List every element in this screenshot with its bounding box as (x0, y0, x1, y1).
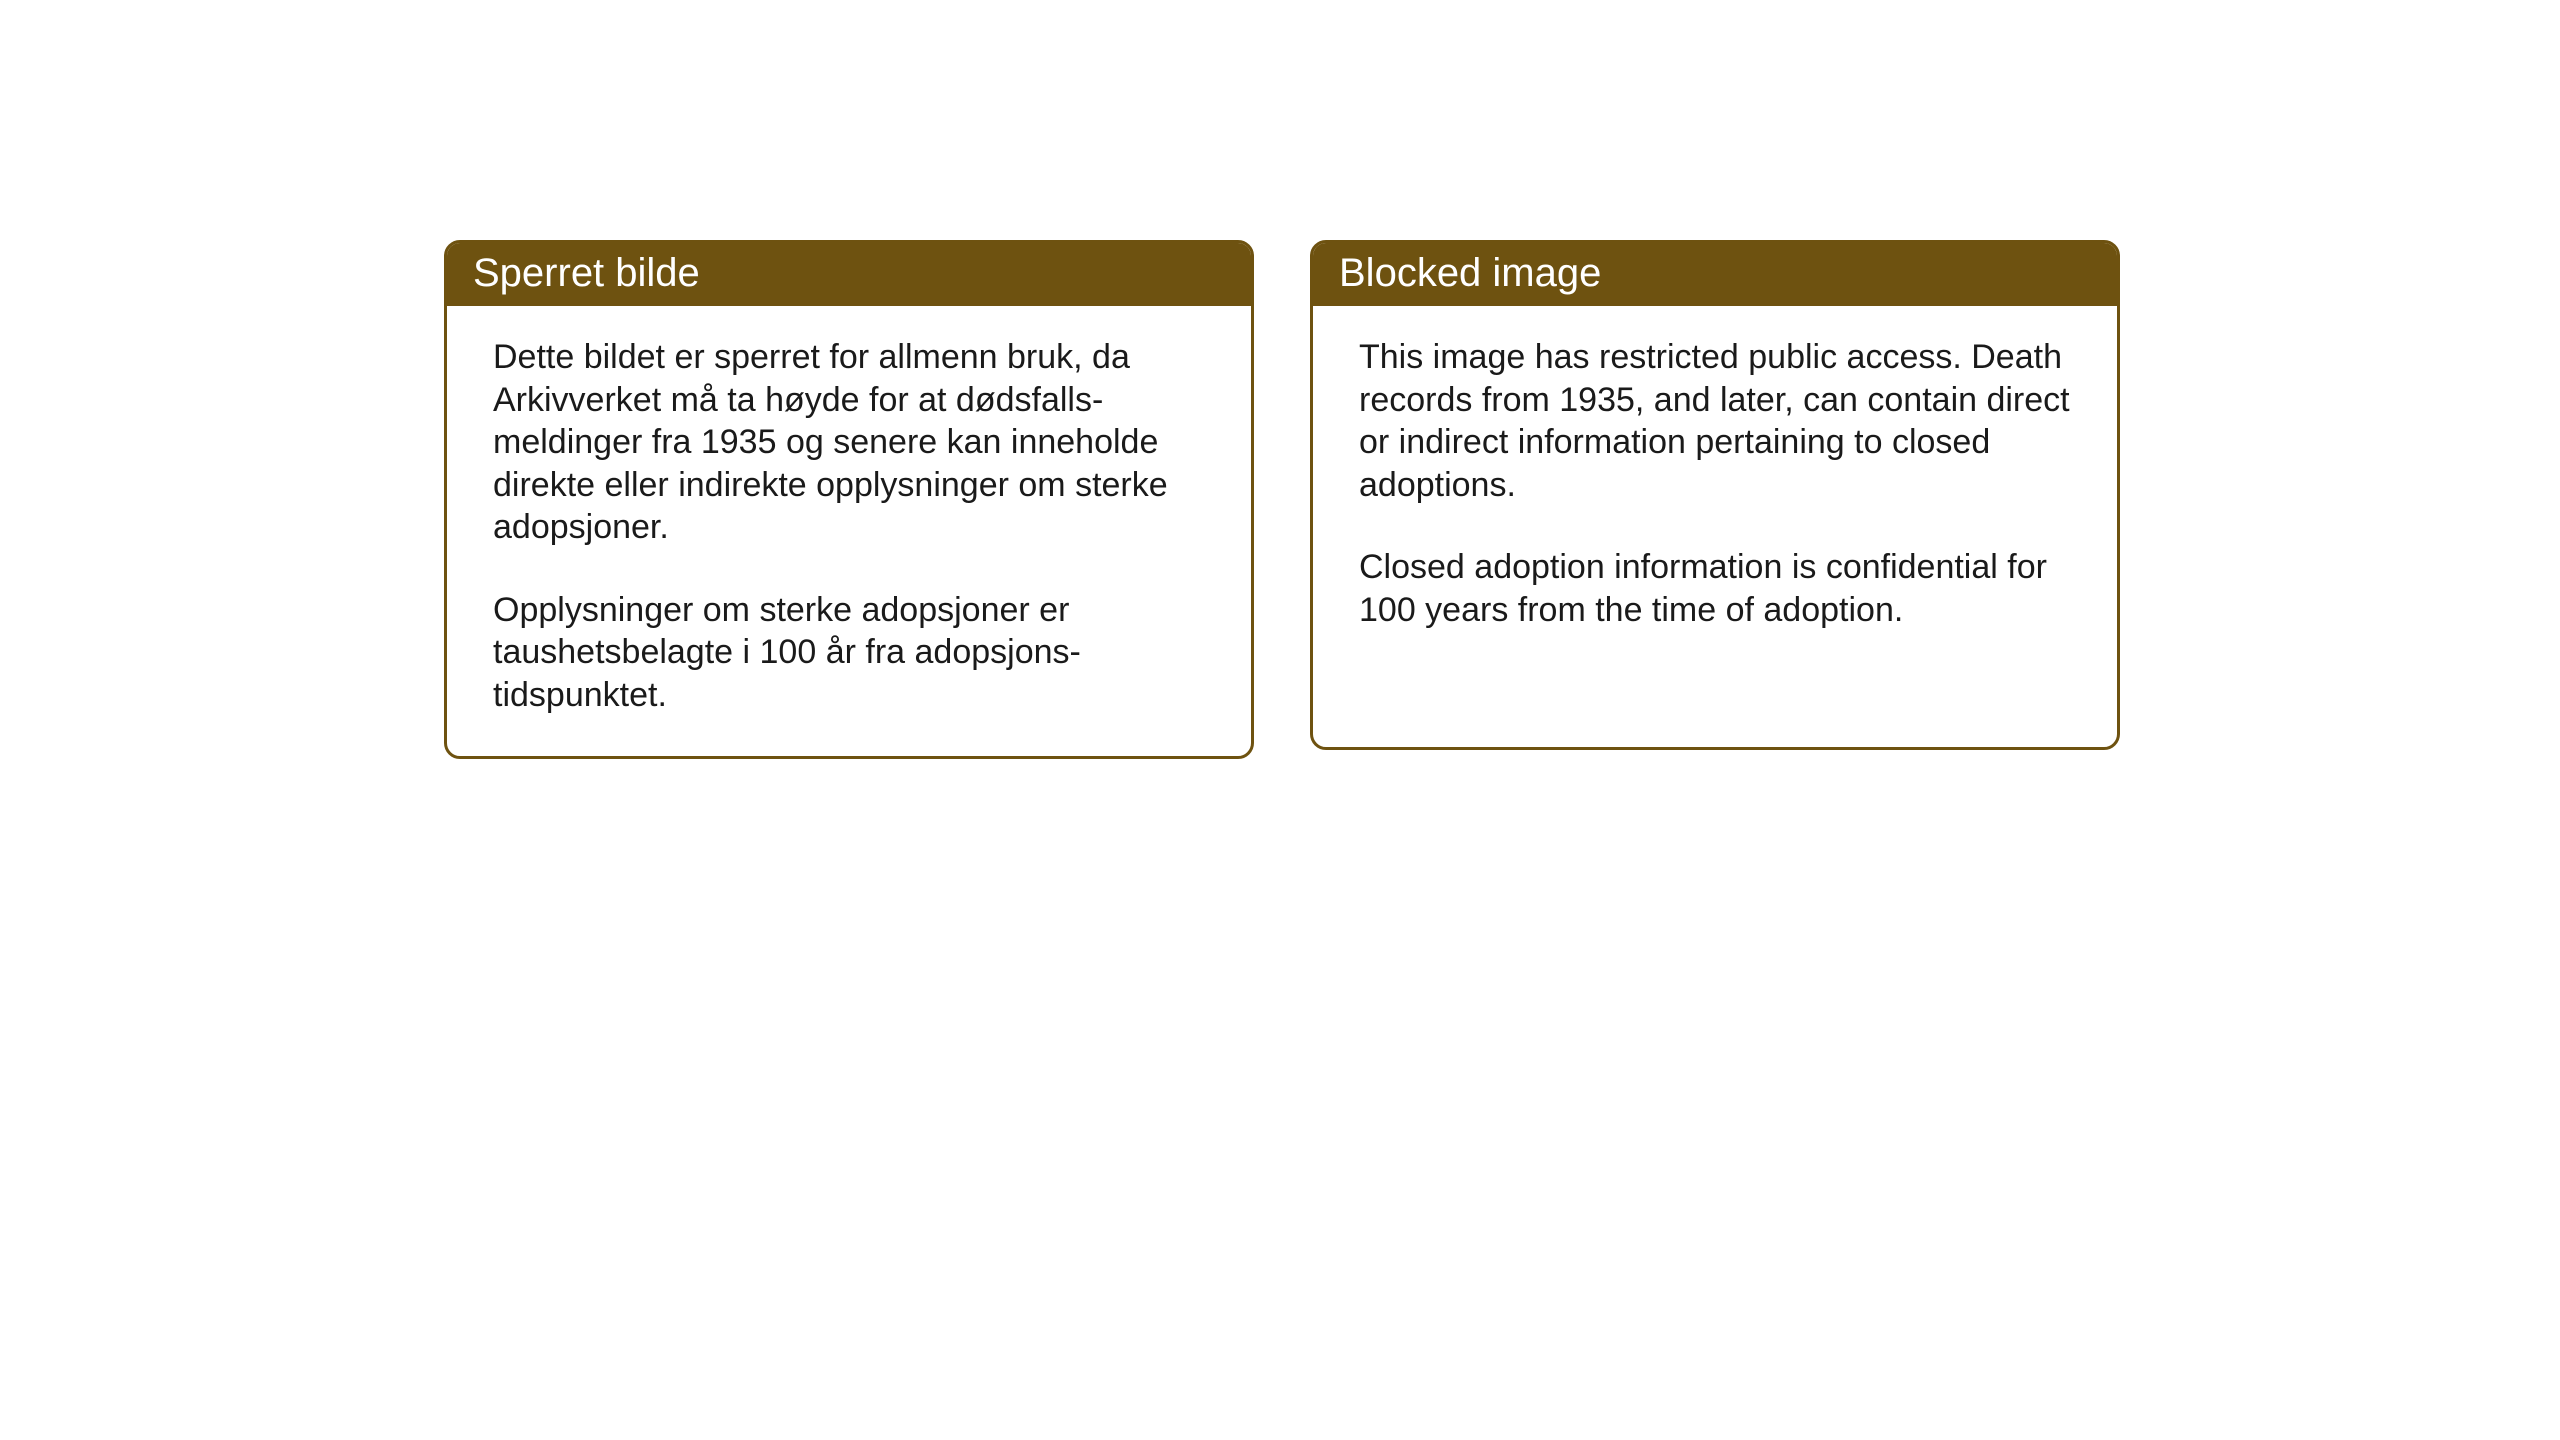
card-title-norwegian: Sperret bilde (473, 251, 700, 295)
paragraph-english-1: This image has restricted public access.… (1359, 336, 2071, 506)
card-body-norwegian: Dette bildet er sperret for allmenn bruk… (447, 306, 1251, 756)
card-body-english: This image has restricted public access.… (1313, 306, 2117, 671)
paragraph-norwegian-1: Dette bildet er sperret for allmenn bruk… (493, 336, 1205, 549)
notice-card-norwegian: Sperret bilde Dette bildet er sperret fo… (444, 240, 1254, 759)
notice-container: Sperret bilde Dette bildet er sperret fo… (444, 240, 2120, 759)
card-header-norwegian: Sperret bilde (447, 243, 1251, 306)
card-header-english: Blocked image (1313, 243, 2117, 306)
notice-card-english: Blocked image This image has restricted … (1310, 240, 2120, 750)
paragraph-norwegian-2: Opplysninger om sterke adopsjoner er tau… (493, 589, 1205, 717)
paragraph-english-2: Closed adoption information is confident… (1359, 546, 2071, 631)
card-title-english: Blocked image (1339, 251, 1601, 295)
